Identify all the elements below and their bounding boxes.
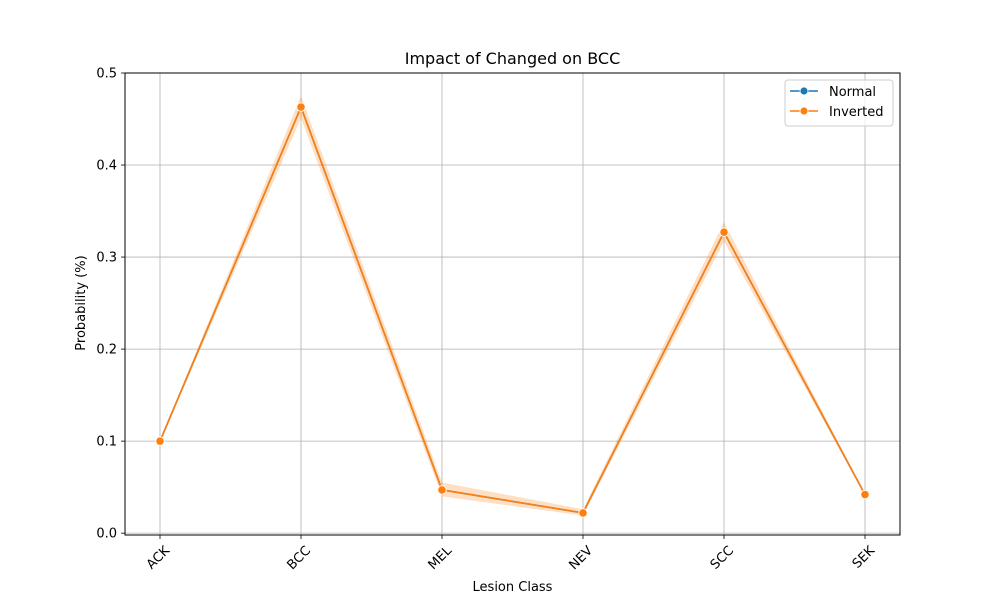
data-point-inverted-nev <box>578 508 588 518</box>
y-axis-ticks: 0.0 0.1 0.2 0.3 0.4 0.5 <box>96 67 125 542</box>
data-point-inverted-sek <box>860 489 870 500</box>
y-axis-label: Probability (%) <box>74 255 89 350</box>
legend-marker-normal <box>799 86 809 96</box>
y-tick-label: 0.4 <box>96 159 117 174</box>
series-lines <box>159 104 866 514</box>
data-points <box>155 102 870 518</box>
chart-title: Impact of Changed on BCC <box>405 49 620 68</box>
data-point-inverted-bcc <box>296 102 306 112</box>
data-point-inverted-mel <box>437 485 447 495</box>
x-axis-label: Lesion Class <box>473 580 553 595</box>
legend: Normal Inverted <box>784 79 894 127</box>
y-tick-label: 0.0 <box>96 527 117 542</box>
series-line-inverted <box>159 104 866 514</box>
data-point-inverted-ack <box>155 436 165 446</box>
legend-label-normal: Normal <box>829 85 876 100</box>
grid-lines <box>125 72 900 535</box>
data-point-inverted-scc <box>719 227 729 237</box>
legend-label-inverted: Inverted <box>829 105 883 120</box>
y-tick-label: 0.1 <box>96 435 117 450</box>
y-tick-label: 0.5 <box>96 67 117 82</box>
plot-frame <box>124 72 901 536</box>
y-tick-label: 0.2 <box>96 343 117 358</box>
legend-marker-inverted <box>799 106 809 116</box>
y-tick-label: 0.3 <box>96 251 117 266</box>
